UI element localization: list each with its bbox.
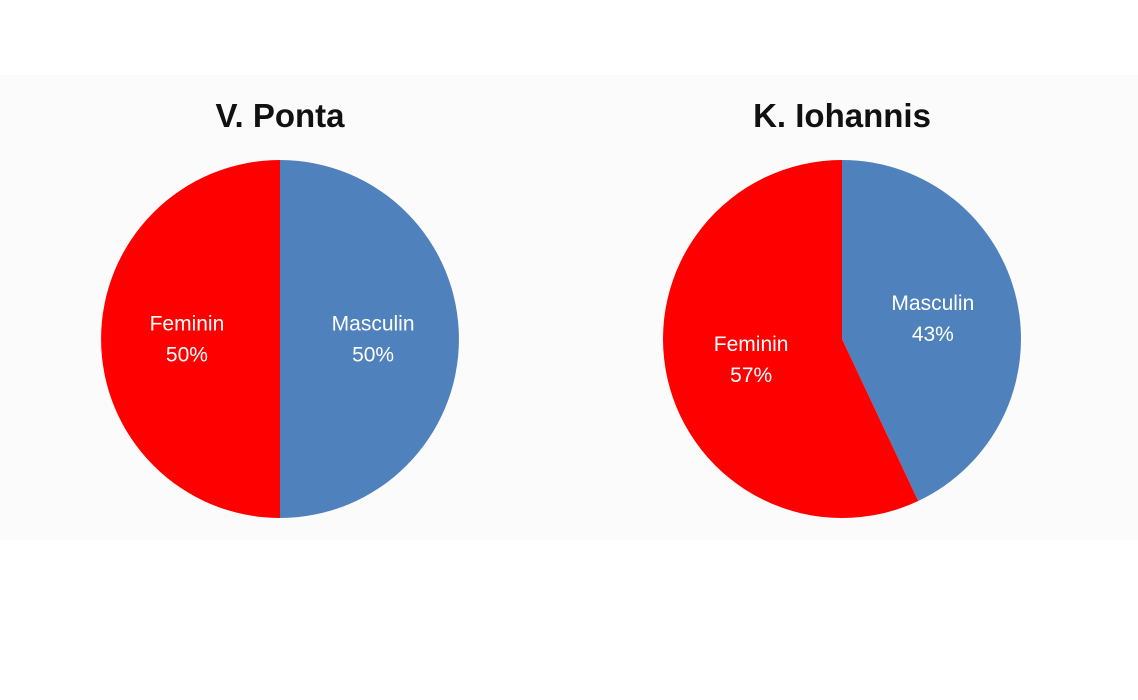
slice-percent-masculin: 43% <box>912 323 954 346</box>
slice-percent-masculin: 50% <box>352 344 394 367</box>
slice-label-feminin: Feminin <box>714 333 789 356</box>
chart-title: V. Ponta <box>216 97 346 134</box>
pie-chart-1: V. Ponta Masculin 50% Feminin 50% <box>101 97 459 518</box>
slice-percent-feminin: 57% <box>730 364 772 387</box>
chart-title: K. Iohannis <box>753 97 931 134</box>
pie-chart-2: K. Iohannis Masculin 43% Feminin 57% <box>662 97 1021 518</box>
slice-percent-feminin: 50% <box>166 344 208 367</box>
slice-label-masculin: Masculin <box>332 313 415 336</box>
pie-slice-masculin <box>842 160 1021 501</box>
pie-slice-masculin <box>280 160 459 518</box>
slice-label-masculin: Masculin <box>891 292 974 315</box>
pie-slice-feminin <box>101 160 280 518</box>
pie-slice-feminin <box>662 160 919 518</box>
slice-label-feminin: Feminin <box>150 313 225 336</box>
